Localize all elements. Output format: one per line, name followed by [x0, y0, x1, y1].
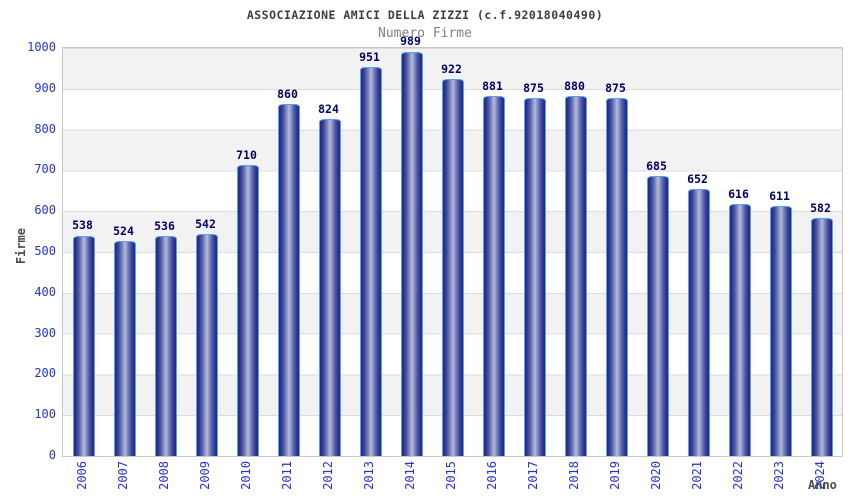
y-tick-label: 800: [34, 121, 56, 136]
x-tick-label-2009: 2009: [197, 461, 212, 490]
x-tick-label-2008: 2008: [156, 461, 171, 490]
value-label-2020: 685: [646, 158, 667, 173]
value-label-2018: 880: [564, 78, 585, 93]
x-tick-label-2019: 2019: [607, 461, 622, 490]
x-tick-label-2013: 2013: [361, 461, 376, 490]
x-tick-label-2023: 2023: [771, 461, 786, 490]
y-tick-label: 200: [34, 366, 56, 381]
bar-2009: [195, 233, 218, 456]
bar-2024: [810, 217, 833, 456]
value-label-2013: 951: [359, 49, 380, 64]
x-tick-label-2021: 2021: [689, 461, 704, 490]
bar-2006: [72, 235, 95, 456]
y-tick-label: 400: [34, 284, 56, 299]
bar-2019: [605, 98, 628, 456]
value-label-2021: 652: [687, 171, 708, 186]
x-tick-label-2006: 2006: [74, 461, 89, 490]
value-label-2016: 881: [482, 78, 503, 93]
x-tick-label-2017: 2017: [525, 461, 540, 490]
value-label-2006: 538: [72, 218, 93, 233]
x-tick-label-2018: 2018: [566, 461, 581, 490]
x-tick-label-2014: 2014: [402, 461, 417, 490]
y-tick-label: 700: [34, 162, 56, 177]
value-label-2012: 824: [318, 101, 339, 116]
value-label-2017: 875: [523, 81, 544, 95]
y-tick-label: 1000: [27, 40, 56, 54]
y-tick-label: 100: [34, 407, 56, 422]
y-tick-label: 600: [34, 203, 56, 218]
value-label-2009: 542: [195, 216, 216, 231]
value-label-2023: 611: [769, 188, 790, 203]
bar-2023: [769, 205, 792, 456]
bar-2021: [687, 188, 710, 456]
value-label-2011: 860: [277, 87, 298, 102]
value-label-2019: 875: [605, 81, 626, 95]
x-tick-label-2022: 2022: [730, 461, 745, 490]
bar-2022: [728, 203, 751, 456]
value-label-2014: 989: [400, 34, 421, 49]
x-tick-label-2024: 2024: [812, 461, 827, 490]
y-tick-label: 500: [34, 244, 56, 258]
y-tick-label: 300: [34, 325, 56, 340]
x-tick-label-2012: 2012: [320, 461, 335, 490]
value-label-2007: 524: [113, 224, 134, 239]
bar-2016: [482, 95, 505, 456]
bar-2013: [359, 67, 382, 456]
x-tick-label-2020: 2020: [648, 461, 663, 490]
y-tick-label: 900: [34, 80, 56, 95]
bar-2020: [646, 175, 669, 456]
value-label-2024: 582: [810, 200, 831, 215]
plot-area: [62, 47, 843, 457]
chart-title: ASSOCIAZIONE AMICI DELLA ZIZZI (c.f.9201…: [246, 8, 604, 22]
x-tick-label-2010: 2010: [238, 461, 253, 490]
bar-2010: [236, 165, 259, 456]
bar-2015: [441, 78, 464, 456]
value-label-2022: 616: [728, 186, 749, 201]
chart-subtitle: Numero Firme: [378, 26, 472, 41]
value-label-2015: 922: [441, 61, 462, 76]
bar-2017: [523, 98, 546, 456]
bar-2018: [564, 95, 587, 456]
y-tick-label: 0: [48, 448, 56, 462]
bar-2011: [277, 104, 300, 456]
value-label-2008: 536: [154, 219, 175, 234]
bar-2014: [400, 51, 423, 456]
value-label-2010: 710: [236, 148, 257, 163]
bar-2012: [318, 118, 341, 456]
x-axis-title: Anno: [808, 478, 837, 492]
bar-layer: [63, 48, 842, 456]
x-tick-label-2015: 2015: [443, 461, 458, 490]
x-tick-label-2007: 2007: [115, 461, 130, 490]
x-tick-label-2016: 2016: [484, 461, 499, 490]
x-tick-label-2011: 2011: [279, 461, 294, 490]
bar-2008: [154, 236, 177, 456]
bar-2007: [113, 241, 136, 456]
